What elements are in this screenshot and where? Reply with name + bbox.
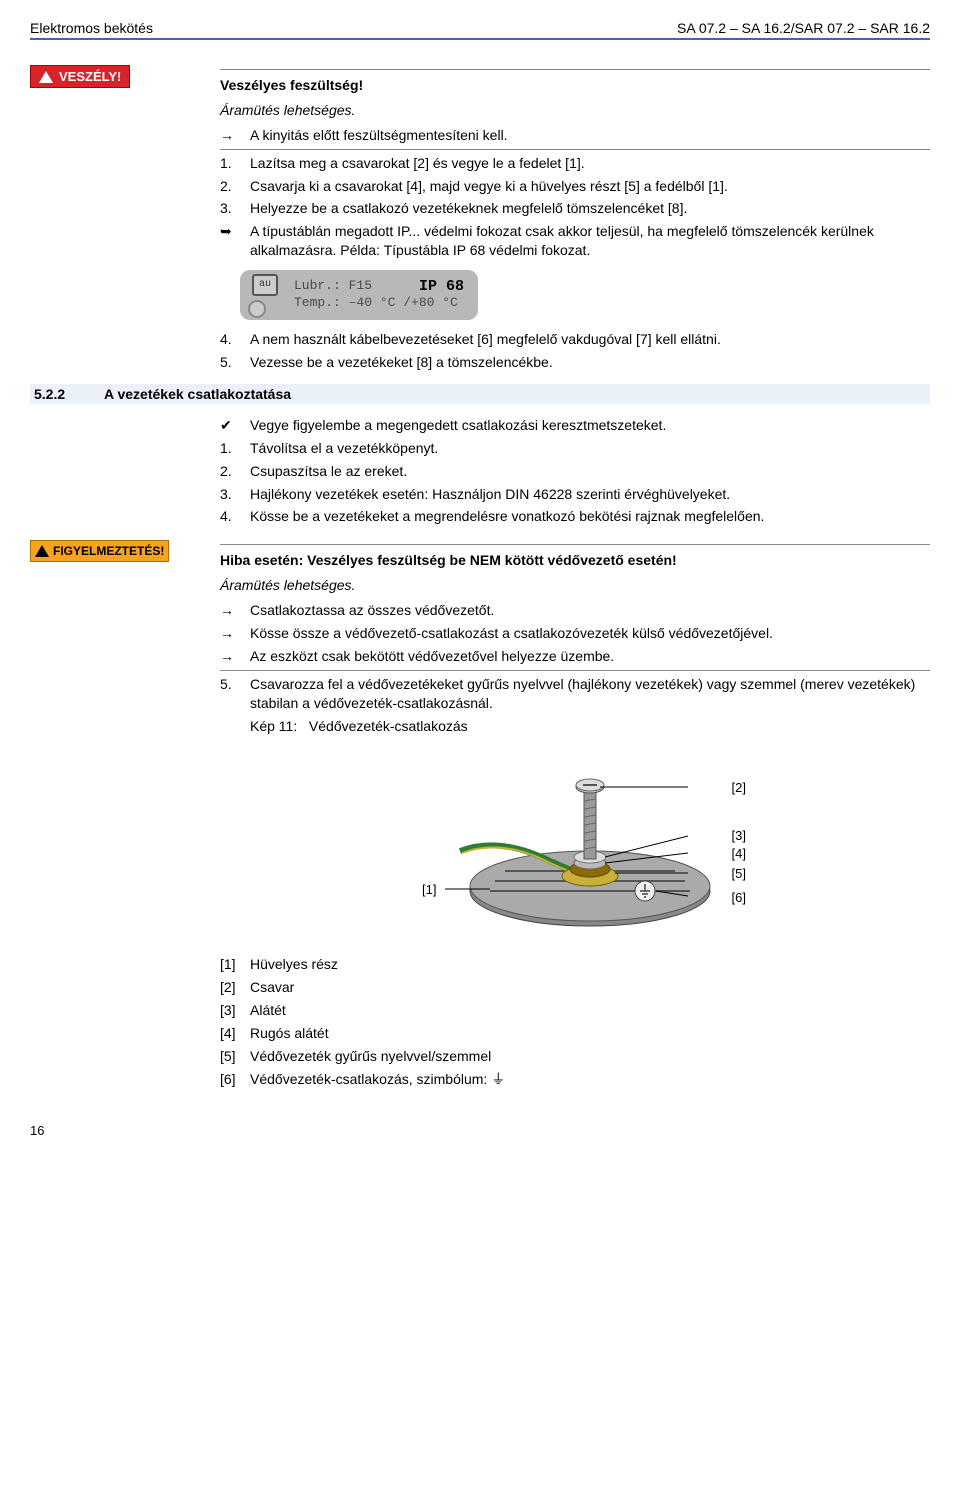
logo-icon: au [252,274,278,296]
legend-key-2: [2] [220,978,250,997]
info-bullet-text: A típustáblán megadott IP... védelmi fok… [250,222,930,260]
danger-label: VESZÉLY! [30,65,130,88]
danger-subtitle: Áramütés lehetséges. [220,101,930,120]
rule [220,69,930,70]
step-b-5-num: 5. [220,353,250,372]
danger-label-text: VESZÉLY! [59,69,121,84]
legend-val-6: Védővezeték-csatlakozás, szimbólum: ⏚ [250,1070,505,1089]
fig-callout-3: [3] [732,827,746,845]
header-left: Elektromos bekötés [30,20,153,36]
step-c-4: Kösse be a vezetékeket a megrendelésre v… [250,507,764,526]
legend-key-5: [5] [220,1047,250,1066]
step-c-2: Csupaszítsa le az ereket. [250,462,407,481]
legend-val-5: Védővezeték gyűrűs nyelvvel/szemmel [250,1047,491,1066]
warn-title: Hiba esetén: Veszélyes feszültség be NEM… [220,551,930,570]
check-text: Vegye figyelembe a megengedett csatlakoz… [250,416,666,435]
plate-temp: Temp.: –40 °C /+80 °C [294,295,464,310]
warn-arrow-3: Az eszközt csak bekötött védővezetővel h… [250,647,614,666]
arrow-icon: → [220,624,250,643]
fig-callout-4: [4] [732,845,746,863]
danger-arrow-text: A kinyitás előtt feszültségmentesíteni k… [250,126,508,145]
header-rule [30,38,930,40]
step-b-4-num: 4. [220,330,250,349]
fig-callout-1: [1] [422,881,436,899]
warning-label-text: FIGYELMEZTETÉS! [53,544,164,558]
rule [220,149,930,150]
warn-arrow-1: Csatlakoztassa az összes védővezetőt. [250,601,494,620]
step-b-4: A nem használt kábelbevezetéseket [6] me… [250,330,721,349]
legend-val-4: Rugós alátét [250,1024,329,1043]
figure-caption: Védővezeték-csatlakozás [309,718,468,734]
typeplate: au Lubr.: F15 IP 68 Temp.: –40 °C /+80 °… [240,270,478,320]
arrow-icon: → [220,601,250,620]
check-icon: ✔ [220,416,250,435]
section-heading: 5.2.2 A vezetékek csatlakoztatása [30,384,930,404]
arrow-icon: → [220,647,250,666]
warning-triangle-icon [35,545,49,557]
plate-hole-icon [248,300,266,318]
figure-caption-label: Kép 11: [250,718,297,734]
legend-key-1: [1] [220,955,250,974]
warning-label: FIGYELMEZTETÉS! [30,540,169,562]
step-c-1: Távolítsa el a vezetékköpenyt. [250,439,438,458]
step5-num: 5. [220,675,250,952]
plate-lubr: Lubr.: F15 [294,278,372,295]
section-title: A vezetékek csatlakoztatása [104,386,926,402]
legend-key-3: [3] [220,1001,250,1020]
step-a-3: Helyezze be a csatlakozó vezetékeknek me… [250,199,687,218]
fig-callout-5: [5] [732,865,746,883]
legend-key-4: [4] [220,1024,250,1043]
page-number: 16 [30,1123,930,1138]
step-c-3: Hajlékony vezetékek esetén: Használjon D… [250,485,730,504]
info-bullet-icon: ➥ [220,222,250,260]
legend-val-2: Csavar [250,978,294,997]
fig-callout-6: [6] [732,889,746,907]
warning-triangle-icon [39,71,53,83]
step5-text: Csavarozza fel a védővezetékeket gyűrűs … [250,675,930,713]
legend-val-3: Alátét [250,1001,286,1020]
arrow-icon: → [220,126,250,145]
header-right: SA 07.2 – SA 16.2/SAR 07.2 – SAR 16.2 [677,20,930,36]
legend-key-6: [6] [220,1070,250,1089]
warn-arrow-2: Kösse össze a védővezető-csatlakozást a … [250,624,773,643]
step-a-2: Csavarja ki a csavarokat [4], majd vegye… [250,177,728,196]
rule [220,670,930,671]
step-a-1: Lazítsa meg a csavarokat [2] és vegye le… [250,154,585,173]
step-b-5: Vezesse be a vezetékeket [8] a tömszelen… [250,353,553,372]
warn-subtitle: Áramütés lehetséges. [220,576,930,595]
plate-ip: IP 68 [419,278,464,295]
figure-11: [2] [3] [4] [5] [6] [1] [440,741,740,941]
section-number: 5.2.2 [34,386,104,402]
danger-title: Veszélyes feszültség! [220,76,930,95]
legend-val-1: Hüvelyes rész [250,955,338,974]
rule [220,544,930,545]
fig-callout-2: [2] [732,779,746,797]
